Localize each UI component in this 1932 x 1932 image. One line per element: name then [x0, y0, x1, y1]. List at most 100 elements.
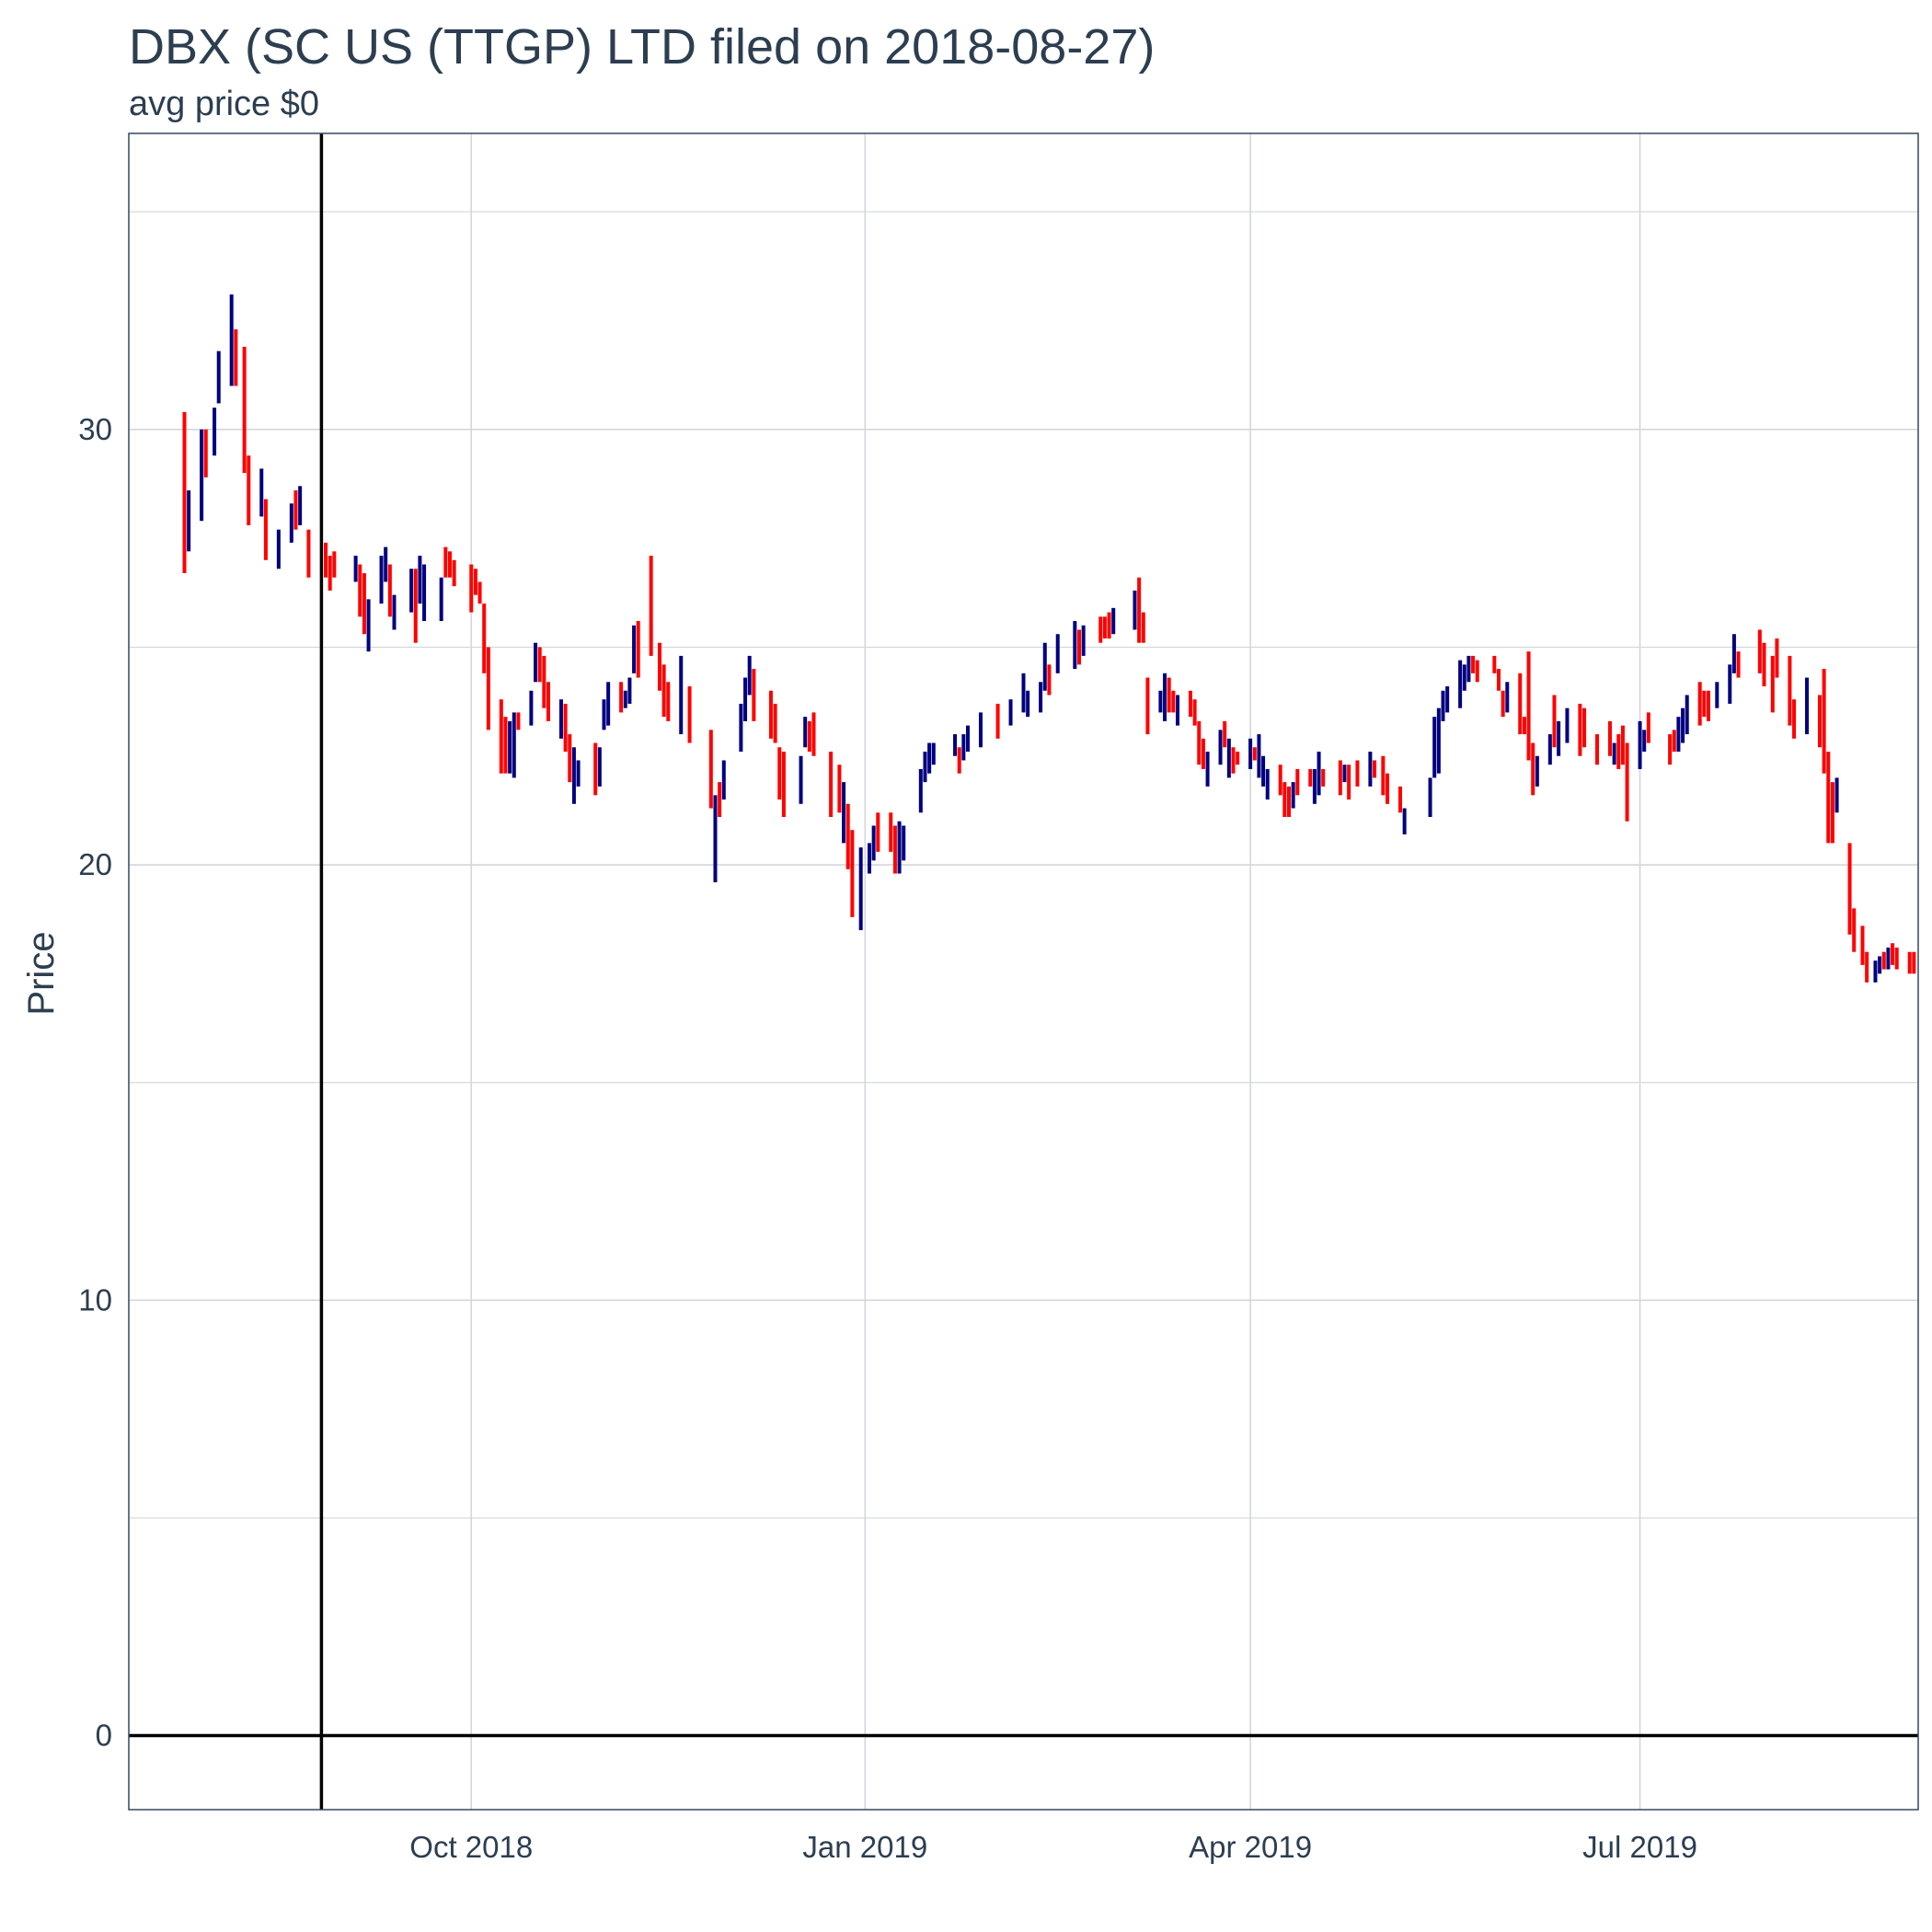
price-bar — [799, 755, 803, 804]
price-bar — [1436, 707, 1441, 774]
price-bar — [1762, 642, 1766, 687]
x-tick-label: Jan 2019 — [802, 1830, 927, 1864]
price-bar — [1257, 734, 1261, 778]
price-bar — [1676, 717, 1681, 753]
price-bar — [182, 411, 187, 573]
price-bar — [324, 542, 328, 578]
price-bar — [1226, 738, 1231, 778]
price-bar — [713, 795, 718, 882]
price-bar — [213, 408, 217, 456]
price-bar — [1342, 765, 1347, 783]
price-bar — [1205, 752, 1210, 787]
price-bar — [1518, 673, 1523, 735]
price-bar — [422, 564, 427, 622]
price-bar — [366, 599, 371, 652]
price-bar — [1295, 768, 1300, 796]
price-bar — [1620, 725, 1625, 765]
price-bar — [1496, 669, 1501, 691]
price-bar — [876, 812, 880, 852]
price-bars — [182, 294, 1916, 983]
price-bar — [242, 346, 247, 474]
price-bar — [927, 742, 932, 774]
price-bar — [1817, 695, 1822, 748]
plot-frame — [128, 132, 1919, 1811]
price-bar — [1531, 742, 1535, 796]
price-bar — [1907, 951, 1912, 974]
price-bar — [1133, 590, 1137, 630]
price-bar — [200, 429, 204, 522]
price-bar — [1757, 629, 1762, 673]
price-bar — [1834, 777, 1839, 813]
price-bar — [512, 712, 516, 778]
price-bar — [563, 703, 568, 753]
price-bar — [1788, 655, 1792, 726]
price-bar — [1702, 690, 1707, 718]
price-bar — [1236, 752, 1240, 765]
price-bar — [537, 647, 542, 683]
price-bar — [1894, 947, 1899, 970]
price-bar — [1462, 664, 1466, 691]
y-axis-title: Price — [21, 931, 62, 1015]
x-tick-label: Oct 2018 — [409, 1830, 533, 1864]
price-bar — [1347, 765, 1351, 800]
price-bar — [486, 647, 490, 730]
y-tick-label: 10 — [78, 1282, 112, 1317]
price-bar — [1891, 943, 1895, 965]
price-bar — [1616, 734, 1621, 769]
price-bar — [636, 621, 640, 678]
price-bar — [1881, 951, 1886, 970]
price-bar — [897, 821, 902, 874]
price-bar — [811, 712, 816, 756]
price-bar — [1223, 720, 1227, 748]
price-bar — [293, 490, 298, 530]
price-bar — [384, 546, 388, 582]
price-bar — [649, 556, 653, 656]
price-bar — [632, 625, 637, 673]
price-bar — [1535, 755, 1539, 787]
price-bar — [1167, 677, 1171, 713]
price-bar — [1141, 612, 1145, 643]
price-bar — [409, 569, 414, 613]
price-bar — [203, 429, 208, 477]
price-bar — [1552, 695, 1557, 748]
price-bar — [1338, 760, 1342, 796]
price-bar — [803, 717, 808, 748]
price-bar — [923, 752, 927, 783]
price-bar — [1526, 651, 1531, 761]
price-bar — [1736, 651, 1741, 678]
price-bar — [1565, 707, 1570, 743]
price-bar — [1625, 742, 1629, 822]
price-bar — [1681, 707, 1685, 743]
price-bar — [439, 577, 443, 622]
price-bar — [961, 734, 966, 761]
price-bar — [931, 742, 936, 765]
price-bar — [1248, 738, 1253, 769]
price-bar — [1201, 738, 1205, 769]
price-bar — [576, 760, 581, 787]
price-bar — [443, 546, 448, 578]
price-bar — [469, 564, 474, 613]
price-bar — [902, 825, 906, 861]
price-bar — [1715, 682, 1719, 708]
price-bar — [477, 581, 482, 604]
price-bar — [289, 503, 293, 543]
chart-subtitle: avg price $0 — [129, 85, 320, 123]
price-bar — [1355, 760, 1360, 787]
price-bar — [387, 564, 392, 617]
price-bar — [679, 655, 684, 735]
price-bar — [743, 677, 748, 721]
price-bar — [619, 682, 624, 713]
price-bar — [413, 569, 418, 643]
price-bar — [234, 328, 238, 386]
price-bar — [1912, 951, 1916, 974]
price-bar — [392, 594, 397, 630]
grid-lines — [129, 133, 1918, 1810]
price-bar — [447, 551, 452, 578]
price-bar — [1852, 908, 1857, 952]
price-bar — [708, 730, 713, 809]
price-bar — [768, 690, 773, 739]
price-bar — [1197, 720, 1202, 765]
price-bar — [871, 825, 876, 861]
price-bar — [1731, 634, 1736, 673]
price-bar — [332, 551, 337, 578]
